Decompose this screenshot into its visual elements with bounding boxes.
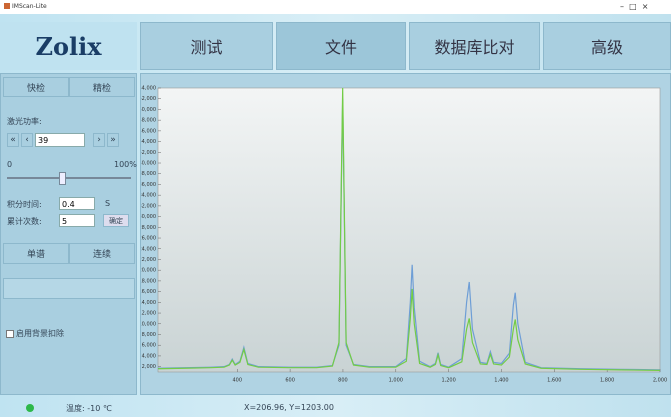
integration-label: 积分时间:	[7, 200, 42, 209]
x-tick-label: 1,800	[600, 378, 614, 384]
x-tick-label: 1,600	[547, 378, 561, 384]
y-tick-label: 4,000	[142, 353, 156, 359]
y-tick-label: 46,000	[141, 128, 156, 134]
y-tick-label: 48,000	[141, 118, 156, 124]
next-button[interactable]: ›	[93, 133, 105, 147]
y-tick-label: 52,000	[141, 96, 156, 102]
accumulate-input[interactable]: 5	[59, 214, 95, 227]
temperature: 温度: -10 ℃	[66, 404, 112, 413]
x-tick-label: 1,000	[389, 378, 403, 384]
accumulate-label: 累计次数:	[7, 217, 42, 226]
app-icon	[4, 3, 10, 9]
y-tick-label: 14,000	[141, 300, 156, 306]
confirm-button[interactable]: 确定	[103, 214, 129, 227]
title-bar: IMScan-Lite – □ ×	[0, 0, 671, 14]
y-tick-label: 2,000	[142, 364, 156, 370]
integration-unit: S	[105, 199, 111, 208]
tab[interactable]: 数据库比对	[409, 22, 540, 70]
mode-button[interactable]: 快检	[3, 77, 69, 97]
slider-max: 100%	[114, 160, 137, 169]
chart: 2,000 4,000 6,000 8,000 10,000 12,000 14,000 16…	[139, 86, 668, 384]
disabled-button	[3, 278, 135, 299]
tab[interactable]: 文件	[276, 22, 406, 70]
window-title: IMScan-Lite	[12, 3, 47, 10]
y-tick-label: 24,000	[141, 246, 156, 252]
x-tick-label: 1,200	[441, 378, 455, 384]
slider-min: 0	[7, 160, 13, 169]
y-tick-label: 6,000	[142, 343, 156, 349]
laser-power-input[interactable]: 39	[35, 133, 85, 147]
first-button[interactable]: «	[7, 133, 19, 147]
window-controls[interactable]: – □ ×	[620, 2, 649, 11]
spectrum-line	[158, 88, 660, 371]
last-button[interactable]: »	[107, 133, 119, 147]
logo: Zolix	[0, 22, 137, 70]
slider-thumb[interactable]	[59, 172, 66, 185]
x-tick-label: 2,000	[653, 378, 667, 384]
y-tick-label: 50,000	[141, 107, 156, 113]
mode-button[interactable]: 精检	[69, 77, 135, 97]
y-tick-label: 28,000	[141, 225, 156, 231]
x-tick-label: 400	[232, 378, 242, 384]
y-tick-label: 54,000	[141, 86, 156, 92]
y-tick-label: 22,000	[141, 257, 156, 263]
x-tick-label: 800	[338, 378, 348, 384]
acquire-button[interactable]: 单谱	[3, 243, 69, 264]
x-tick-label: 600	[285, 378, 295, 384]
integration-input[interactable]: 0.4	[59, 197, 95, 210]
y-tick-label: 20,000	[141, 268, 156, 274]
laser-power-label: 激光功率:	[7, 117, 42, 126]
cursor-position: X=206.96, Y=1203.00	[244, 403, 334, 412]
sidebar: 快检 精检 激光功率: « ‹ 39 › » 0 100% 积分时间: 0.4 …	[0, 73, 137, 395]
checkbox-label: 启用背景扣除	[16, 329, 64, 338]
y-tick-label: 16,000	[141, 289, 156, 295]
chart-panel: 2,000 4,000 6,000 8,000 10,000 12,000 14,000 16…	[139, 73, 671, 395]
tab[interactable]: 测试	[140, 22, 273, 70]
status-led	[26, 404, 34, 412]
prev-button[interactable]: ‹	[21, 133, 33, 147]
slider-track	[7, 177, 131, 179]
checkbox[interactable]	[6, 330, 14, 338]
y-tick-label: 42,000	[141, 150, 156, 156]
y-tick-label: 32,000	[141, 203, 156, 209]
y-tick-label: 26,000	[141, 236, 156, 242]
x-tick-label: 1,400	[494, 378, 508, 384]
y-tick-label: 36,000	[141, 182, 156, 188]
y-tick-label: 44,000	[141, 139, 156, 145]
y-tick-label: 12,000	[141, 311, 156, 317]
y-tick-label: 34,000	[141, 193, 156, 199]
y-tick-label: 10,000	[141, 321, 156, 327]
y-tick-label: 38,000	[141, 171, 156, 177]
y-tick-label: 18,000	[141, 278, 156, 284]
acquire-button[interactable]: 连续	[69, 243, 135, 264]
tab[interactable]: 高级	[543, 22, 671, 70]
y-tick-label: 30,000	[141, 214, 156, 220]
y-tick-label: 40,000	[141, 161, 156, 167]
y-tick-label: 8,000	[142, 332, 156, 338]
